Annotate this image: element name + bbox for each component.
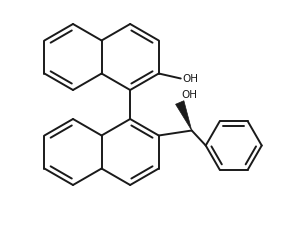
Text: OH: OH [182,90,198,100]
Text: OH: OH [183,73,199,83]
Polygon shape [176,101,192,131]
